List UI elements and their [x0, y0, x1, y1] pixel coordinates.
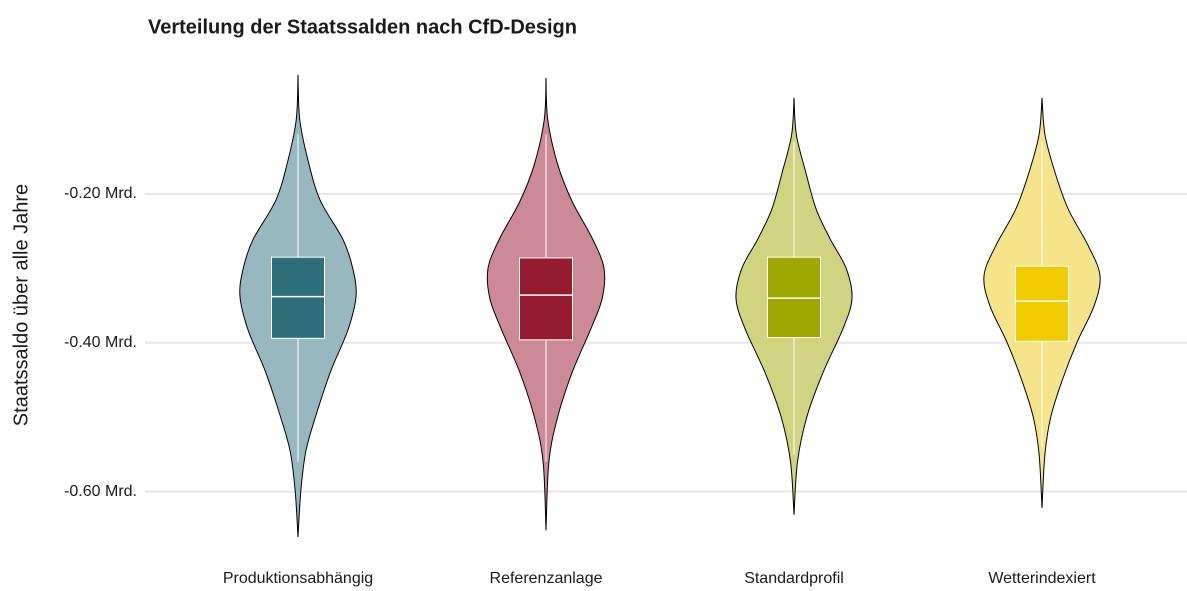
x-tick-label: Wetterindexiert — [988, 570, 1096, 587]
chart-title: Verteilung der Staatssalden nach CfD-Des… — [148, 16, 577, 38]
box — [1015, 265, 1069, 342]
y-tick-label: -0.40 Mrd. — [64, 334, 137, 351]
x-tick-label: Standardprofil — [744, 570, 844, 587]
x-tick-label: Referenzanlage — [490, 570, 603, 587]
y-tick-label: -0.60 Mrd. — [64, 483, 137, 500]
box — [519, 257, 573, 341]
y-tick-label: -0.20 Mrd. — [64, 185, 137, 202]
x-tick-label: Produktionsabhängig — [223, 570, 373, 587]
box — [271, 256, 325, 339]
y-axis-label: Staatssaldo über alle Jahre — [10, 184, 32, 426]
